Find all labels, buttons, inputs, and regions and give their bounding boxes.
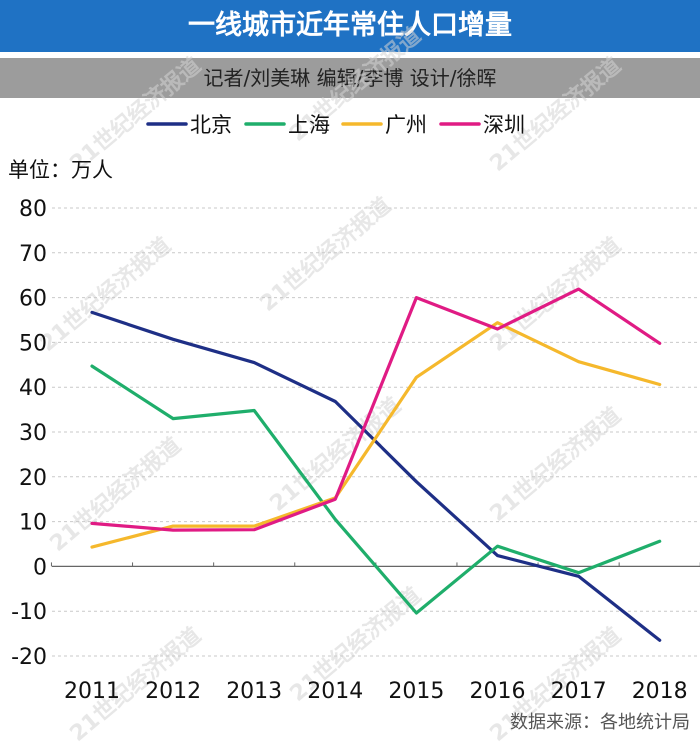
watermark-text: 21世纪经济报道 [255, 192, 396, 316]
x-tick-label: 2013 [226, 679, 282, 704]
y-tick-label: 50 [19, 331, 47, 356]
y-tick-label: -10 [11, 600, 47, 625]
y-axis-unit: 单位：万人 [8, 158, 113, 182]
series-lines [90, 287, 662, 642]
y-tick-label: -20 [11, 645, 47, 670]
credits: 记者/刘美琳 编辑/李博 设计/徐晖 [203, 66, 497, 90]
legend-label: 深圳 [483, 113, 525, 137]
series-line-北京 [90, 310, 662, 642]
y-tick-label: 60 [19, 287, 47, 312]
watermark-text: 21世纪经济报道 [45, 432, 186, 556]
x-tick-label: 2018 [632, 679, 688, 704]
series-line-广州 [90, 321, 662, 549]
y-tick-label: 70 [19, 242, 47, 267]
legend-label: 北京 [190, 113, 232, 137]
x-tick-label: 2016 [470, 679, 526, 704]
y-tick-label: 0 [33, 555, 47, 580]
gridlines [52, 207, 700, 657]
legend-label: 上海 [288, 113, 330, 137]
source-note: 数据来源：各地统计局 [510, 712, 690, 733]
y-tick-label: 10 [19, 511, 47, 536]
title-bar [0, 0, 700, 52]
y-tick-label: 40 [19, 376, 47, 401]
x-tick-label: 2017 [551, 679, 607, 704]
x-axis-ticks: 2011 2012 2013 2014 2015 2016 2017 2018 [64, 679, 688, 704]
x-tick-label: 2015 [388, 679, 444, 704]
legend: 北京 上海 广州 深圳 [146, 113, 525, 137]
x-tick-label: 2011 [64, 679, 120, 704]
legend-label: 广州 [385, 113, 427, 137]
series-line-深圳 [90, 287, 662, 532]
watermark-text: 21世纪经济报道 [485, 232, 626, 356]
x-tick-label: 2014 [307, 679, 363, 704]
credit-bar [0, 58, 700, 98]
watermark-text: 21世纪经济报道 [485, 402, 626, 526]
watermark-text: 21世纪经济报道 [35, 232, 176, 356]
y-axis-ticks: 80 70 60 50 40 30 20 10 0 -10 -20 [11, 197, 47, 670]
y-tick-label: 80 [19, 197, 47, 222]
x-tick-label: 2012 [145, 679, 201, 704]
y-tick-label: 30 [19, 421, 47, 446]
series-line-上海 [90, 364, 662, 615]
y-tick-label: 20 [19, 466, 47, 491]
chart-title: 一线城市近年常住人口增量 [188, 10, 512, 41]
